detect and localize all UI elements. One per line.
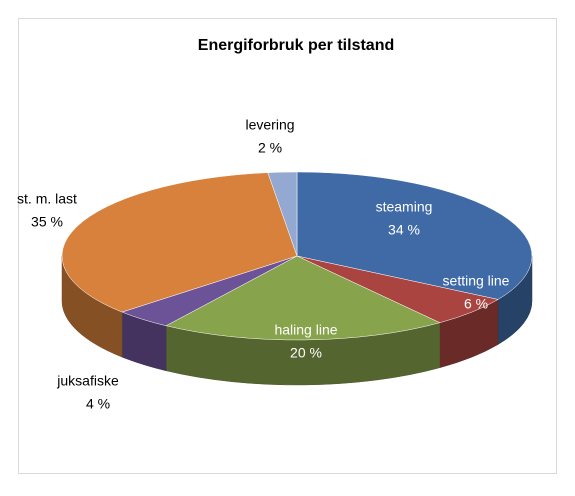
slice [165, 255, 441, 341]
slice-value-label: 4 % [86, 396, 110, 412]
slice-label: st. m. last [17, 191, 77, 207]
slice-value-label: 20 % [290, 345, 322, 361]
slice-value-label: 35 % [31, 214, 63, 230]
slice-label: levering [245, 117, 294, 133]
slice [61, 172, 298, 313]
slice-label: setting line [443, 273, 510, 289]
slice-value-label: 2 % [258, 140, 282, 156]
slice-value-label: 6 % [464, 296, 488, 312]
chart-title: Energiforbruk per tilstand [198, 37, 394, 54]
slice [267, 171, 298, 257]
slice-label: haling line [274, 322, 337, 338]
slice-label: juksafiske [56, 373, 119, 389]
slice-label: steaming [376, 199, 433, 215]
slice [296, 171, 533, 300]
slice-value-label: 34 % [388, 222, 420, 238]
